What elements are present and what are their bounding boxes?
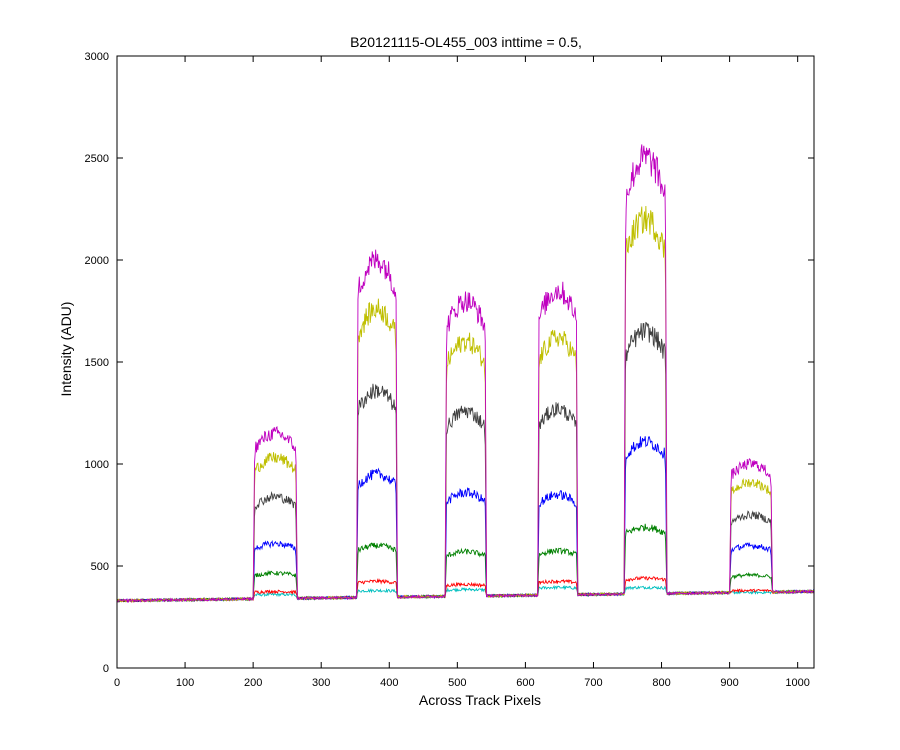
y-tick-label: 2000 bbox=[85, 255, 109, 267]
x-tick-label: 300 bbox=[312, 677, 330, 689]
series-layer bbox=[116, 144, 815, 604]
x-tick-label: 0 bbox=[114, 677, 120, 689]
x-tick-label: 400 bbox=[380, 677, 398, 689]
x-tick-label: 500 bbox=[448, 677, 466, 689]
x-tick-label: 900 bbox=[720, 677, 738, 689]
x-tick-label: 700 bbox=[584, 677, 602, 689]
series-line-1 bbox=[116, 144, 815, 604]
y-tick-label: 1500 bbox=[85, 357, 109, 369]
x-axis-title: Across Track Pixels bbox=[419, 692, 541, 708]
y-tick-label: 500 bbox=[91, 561, 109, 573]
x-tick-label: 200 bbox=[244, 677, 262, 689]
x-tick-label: 100 bbox=[176, 677, 194, 689]
chart-title: B20121115-OL455_003 inttime = 0.5, bbox=[350, 34, 582, 50]
x-tick-label: 800 bbox=[652, 677, 670, 689]
y-tick-label: 3000 bbox=[85, 51, 109, 63]
y-tick-label: 2500 bbox=[85, 153, 109, 165]
y-axis-title: Intensity (ADU) bbox=[58, 302, 74, 397]
ticks-layer: 0 100 200 300 400 500 600 700 800 900 1000 0 500 1000… bbox=[85, 51, 814, 689]
x-tick-label: 600 bbox=[516, 677, 534, 689]
y-tick-label: 1000 bbox=[85, 459, 109, 471]
y-tick-label: 0 bbox=[103, 663, 109, 675]
x-tick-label: 1000 bbox=[785, 677, 809, 689]
